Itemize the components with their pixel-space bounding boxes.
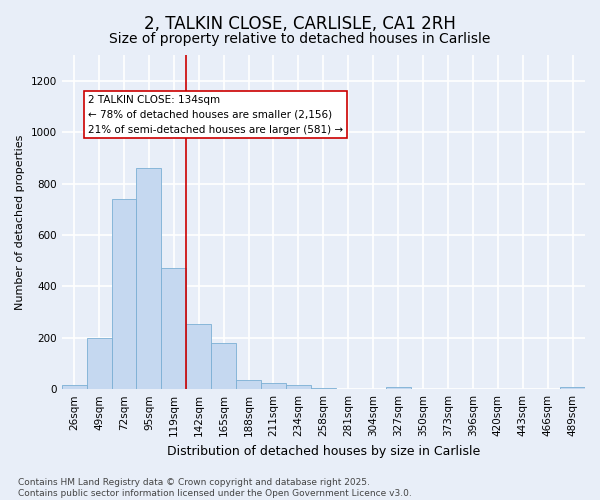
Bar (311, 388, 336, 389)
Bar (211, 343, 236, 389)
Bar (136, 168, 161, 389)
Bar (236, 380, 261, 389)
Bar (560, 387, 585, 389)
Text: 2 TALKIN CLOSE: 134sqm
← 78% of detached houses are smaller (2,156)
21% of semi-: 2 TALKIN CLOSE: 134sqm ← 78% of detached… (88, 95, 343, 134)
Bar (261, 383, 286, 389)
X-axis label: Distribution of detached houses by size in Carlisle: Distribution of detached houses by size … (167, 444, 480, 458)
Bar (86, 338, 112, 389)
Bar (186, 324, 211, 389)
Bar (286, 384, 311, 389)
Text: Contains HM Land Registry data © Crown copyright and database right 2025.
Contai: Contains HM Land Registry data © Crown c… (18, 478, 412, 498)
Bar (161, 268, 186, 389)
Text: 2, TALKIN CLOSE, CARLISLE, CA1 2RH: 2, TALKIN CLOSE, CARLISLE, CA1 2RH (144, 15, 456, 33)
Bar (62, 386, 86, 389)
Y-axis label: Number of detached properties: Number of detached properties (15, 134, 25, 310)
Text: Size of property relative to detached houses in Carlisle: Size of property relative to detached ho… (109, 32, 491, 46)
Bar (386, 387, 410, 389)
Bar (112, 199, 136, 389)
